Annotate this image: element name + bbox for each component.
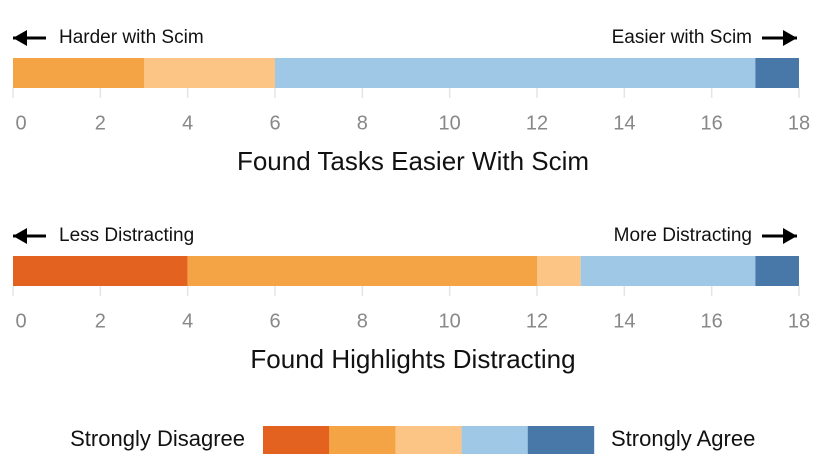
legend-swatch <box>263 426 330 454</box>
x-tick-label: 2 <box>95 310 106 332</box>
x-tick-label: 14 <box>613 112 635 134</box>
arrow-head <box>783 228 797 244</box>
x-tick-label: 18 <box>788 112 810 134</box>
annotation-right: Easier with Scim <box>612 27 752 48</box>
bar-segment <box>275 58 756 88</box>
x-tick-label: 8 <box>357 310 368 332</box>
x-tick-label: 0 <box>15 310 26 332</box>
x-tick-label: 2 <box>95 112 106 134</box>
bar-segment <box>13 58 144 88</box>
x-tick-label: 16 <box>701 310 723 332</box>
bar-segment <box>13 256 188 286</box>
bar-segment <box>755 256 799 286</box>
arrow-head <box>13 228 27 244</box>
x-tick-label: 0 <box>15 112 26 134</box>
legend-left-label: Strongly Disagree <box>70 426 245 451</box>
x-tick-label: 14 <box>613 310 635 332</box>
arrow-head <box>13 30 27 46</box>
bar-segment <box>580 256 756 286</box>
legend-swatch <box>329 426 396 454</box>
arrow-head <box>783 30 797 46</box>
chart-title: Found Highlights Distracting <box>250 344 575 374</box>
bar-segment <box>537 256 581 286</box>
x-tick-label: 16 <box>701 112 723 134</box>
legend-right-label: Strongly Agree <box>611 426 755 451</box>
x-tick-label: 10 <box>439 112 461 134</box>
x-tick-label: 4 <box>182 112 193 134</box>
x-tick-label: 6 <box>269 112 280 134</box>
annotation-right: More Distracting <box>614 225 752 246</box>
x-tick-label: 6 <box>269 310 280 332</box>
x-tick-label: 4 <box>182 310 193 332</box>
chart-title: Found Tasks Easier With Scim <box>237 146 589 176</box>
x-tick-label: 12 <box>526 112 548 134</box>
legend-swatch <box>527 426 595 454</box>
annotation-left: Harder with Scim <box>59 27 204 48</box>
x-tick-label: 12 <box>526 310 548 332</box>
x-tick-label: 8 <box>357 112 368 134</box>
x-tick-label: 10 <box>439 310 461 332</box>
legend-swatch <box>461 426 528 454</box>
bar-segment <box>187 256 537 286</box>
legend-swatch <box>395 426 462 454</box>
x-tick-label: 18 <box>788 310 810 332</box>
bar-segment <box>755 58 799 88</box>
annotation-left: Less Distracting <box>59 225 194 246</box>
bar-segment <box>144 58 275 88</box>
